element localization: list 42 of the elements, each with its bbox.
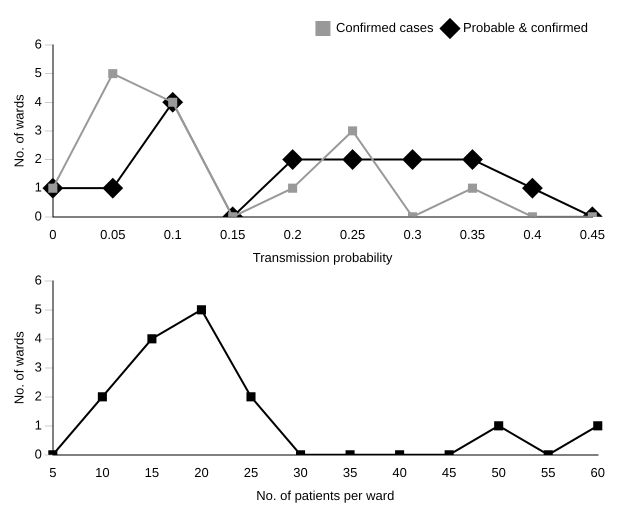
y-tick-label: 4 [34, 94, 42, 109]
x-axis-title: Transmission probability [252, 250, 393, 265]
x-tick-label: 15 [144, 465, 160, 480]
x-axis-title: No. of patients per ward [256, 488, 394, 503]
y-tick-label: 6 [34, 36, 42, 52]
y-tick-label: 2 [34, 151, 42, 166]
x-tick-label: 0.35 [460, 227, 486, 242]
y-tick-label: 6 [34, 272, 42, 288]
y-tick-label: 5 [34, 65, 42, 80]
x-tick-label: 0 [49, 227, 56, 242]
y-axis-title: No. of wards [11, 330, 26, 404]
y-tick-label: 5 [34, 301, 42, 316]
x-tick-label: 0.2 [284, 227, 302, 242]
x-tick-label: 50 [491, 465, 506, 480]
legend-label: Probable & confirmed [462, 20, 588, 36]
y-tick-label: 0 [34, 446, 42, 462]
y-tick-label: 3 [34, 122, 42, 138]
x-tick-label: 0.3 [403, 227, 422, 242]
x-tick-label: 5 [49, 465, 56, 480]
y-tick-label: 0 [34, 208, 42, 224]
x-tick-label: 10 [95, 465, 110, 480]
x-tick-label: 0.45 [580, 227, 606, 242]
y-tick-label: 1 [34, 180, 42, 195]
x-tick-label: 20 [194, 465, 209, 480]
y-tick-label: 3 [34, 359, 42, 374]
x-tick-label: 60 [590, 465, 606, 480]
y-tick-label: 1 [34, 417, 42, 432]
legend-label: Confirmed cases [336, 20, 434, 36]
x-tick-label: 0.1 [164, 227, 182, 242]
y-tick-label: 4 [34, 330, 42, 346]
x-tick-label: 25 [244, 465, 258, 480]
y-axis-title: No. of wards [11, 94, 26, 168]
x-tick-label: 30 [293, 465, 308, 480]
x-tick-label: 40 [392, 465, 407, 480]
x-tick-label: 55 [540, 465, 556, 480]
x-tick-label: 0.4 [523, 227, 542, 242]
y-tick-label: 2 [34, 388, 42, 404]
x-tick-label: 0.15 [220, 227, 246, 242]
x-tick-label: 45 [442, 465, 456, 480]
x-tick-label: 0.05 [100, 227, 126, 242]
x-tick-label: 35 [342, 465, 358, 480]
x-tick-label: 0.25 [340, 227, 366, 242]
